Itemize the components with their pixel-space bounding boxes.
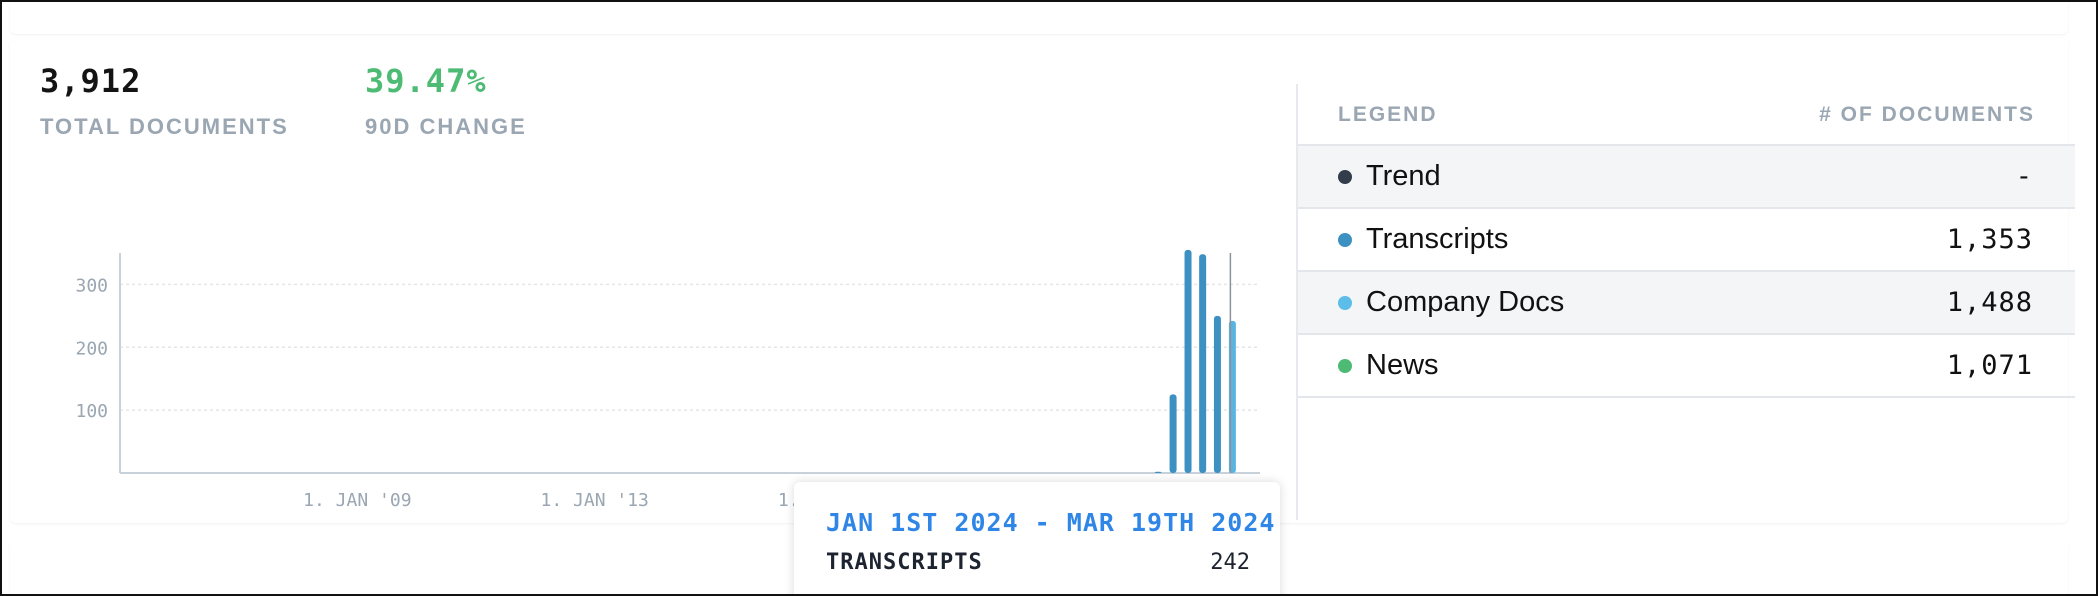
bar bbox=[1199, 254, 1207, 473]
legend-header-left: LEGEND bbox=[1338, 103, 1438, 126]
y-tick-label: 300 bbox=[75, 275, 108, 296]
total-documents-value: 3,912 bbox=[40, 62, 142, 100]
company-docs-dot-icon bbox=[1338, 295, 1352, 310]
news-dot-icon bbox=[1338, 358, 1352, 373]
legend-name: News bbox=[1366, 349, 1439, 381]
transcripts-dot-icon bbox=[1338, 232, 1352, 247]
legend-value: 1,071 bbox=[1946, 350, 2033, 381]
legend-row-transcripts[interactable]: Transcripts 1,353 bbox=[1298, 209, 2075, 272]
total-documents-label: TOTAL DOCUMENTS bbox=[40, 114, 289, 139]
legend-row-trend[interactable]: Trend - bbox=[1298, 146, 2075, 209]
legend-row-news[interactable]: News 1,071 bbox=[1298, 335, 2075, 398]
y-tick-label: 200 bbox=[75, 338, 108, 359]
bar bbox=[1184, 249, 1192, 473]
change-label: 90D CHANGE bbox=[365, 114, 527, 139]
legend-value: 1,488 bbox=[1946, 287, 2033, 318]
legend-name: Transcripts bbox=[1366, 223, 1509, 255]
bar bbox=[1169, 394, 1177, 473]
documents-card: 3,912 TOTAL DOCUMENTS 39.47% 90D CHANGE … bbox=[10, 38, 2075, 523]
change-value: 39.47% bbox=[365, 62, 487, 100]
change-stat: 39.47% 90D CHANGE bbox=[365, 62, 527, 140]
legend-row-company-docs[interactable]: Company Docs 1,488 bbox=[1298, 272, 2075, 335]
top-card bbox=[10, 2, 2068, 34]
legend-name: Company Docs bbox=[1366, 286, 1565, 318]
legend-value: - bbox=[2015, 161, 2033, 192]
legend-value: 1,353 bbox=[1946, 224, 2033, 255]
tooltip-title: JAN 1ST 2024 - MAR 19TH 2024 bbox=[826, 508, 1276, 537]
bar bbox=[1213, 315, 1221, 473]
legend-name: Trend bbox=[1366, 160, 1441, 192]
legend-header: LEGEND # OF DOCUMENTS bbox=[1298, 86, 2075, 146]
x-tick-label: 1. JAN '09 bbox=[303, 490, 411, 511]
x-tick-label: 1. JAN '13 bbox=[541, 490, 649, 511]
trend-dot-icon bbox=[1338, 169, 1352, 184]
tooltip-value: 242 bbox=[1210, 550, 1250, 575]
legend-table: LEGEND # OF DOCUMENTS Trend - Transcript… bbox=[1298, 86, 2075, 398]
total-documents-stat: 3,912 TOTAL DOCUMENTS bbox=[40, 62, 289, 140]
y-tick-label: 100 bbox=[75, 401, 108, 422]
section-divider bbox=[1296, 84, 1298, 520]
legend-header-right: # OF DOCUMENTS bbox=[1819, 103, 2035, 126]
tooltip-label: TRANSCRIPTS bbox=[826, 550, 983, 575]
chart-tooltip: JAN 1ST 2024 - MAR 19TH 2024 TRANSCRIPTS… bbox=[794, 482, 1280, 594]
bar bbox=[1154, 471, 1162, 473]
